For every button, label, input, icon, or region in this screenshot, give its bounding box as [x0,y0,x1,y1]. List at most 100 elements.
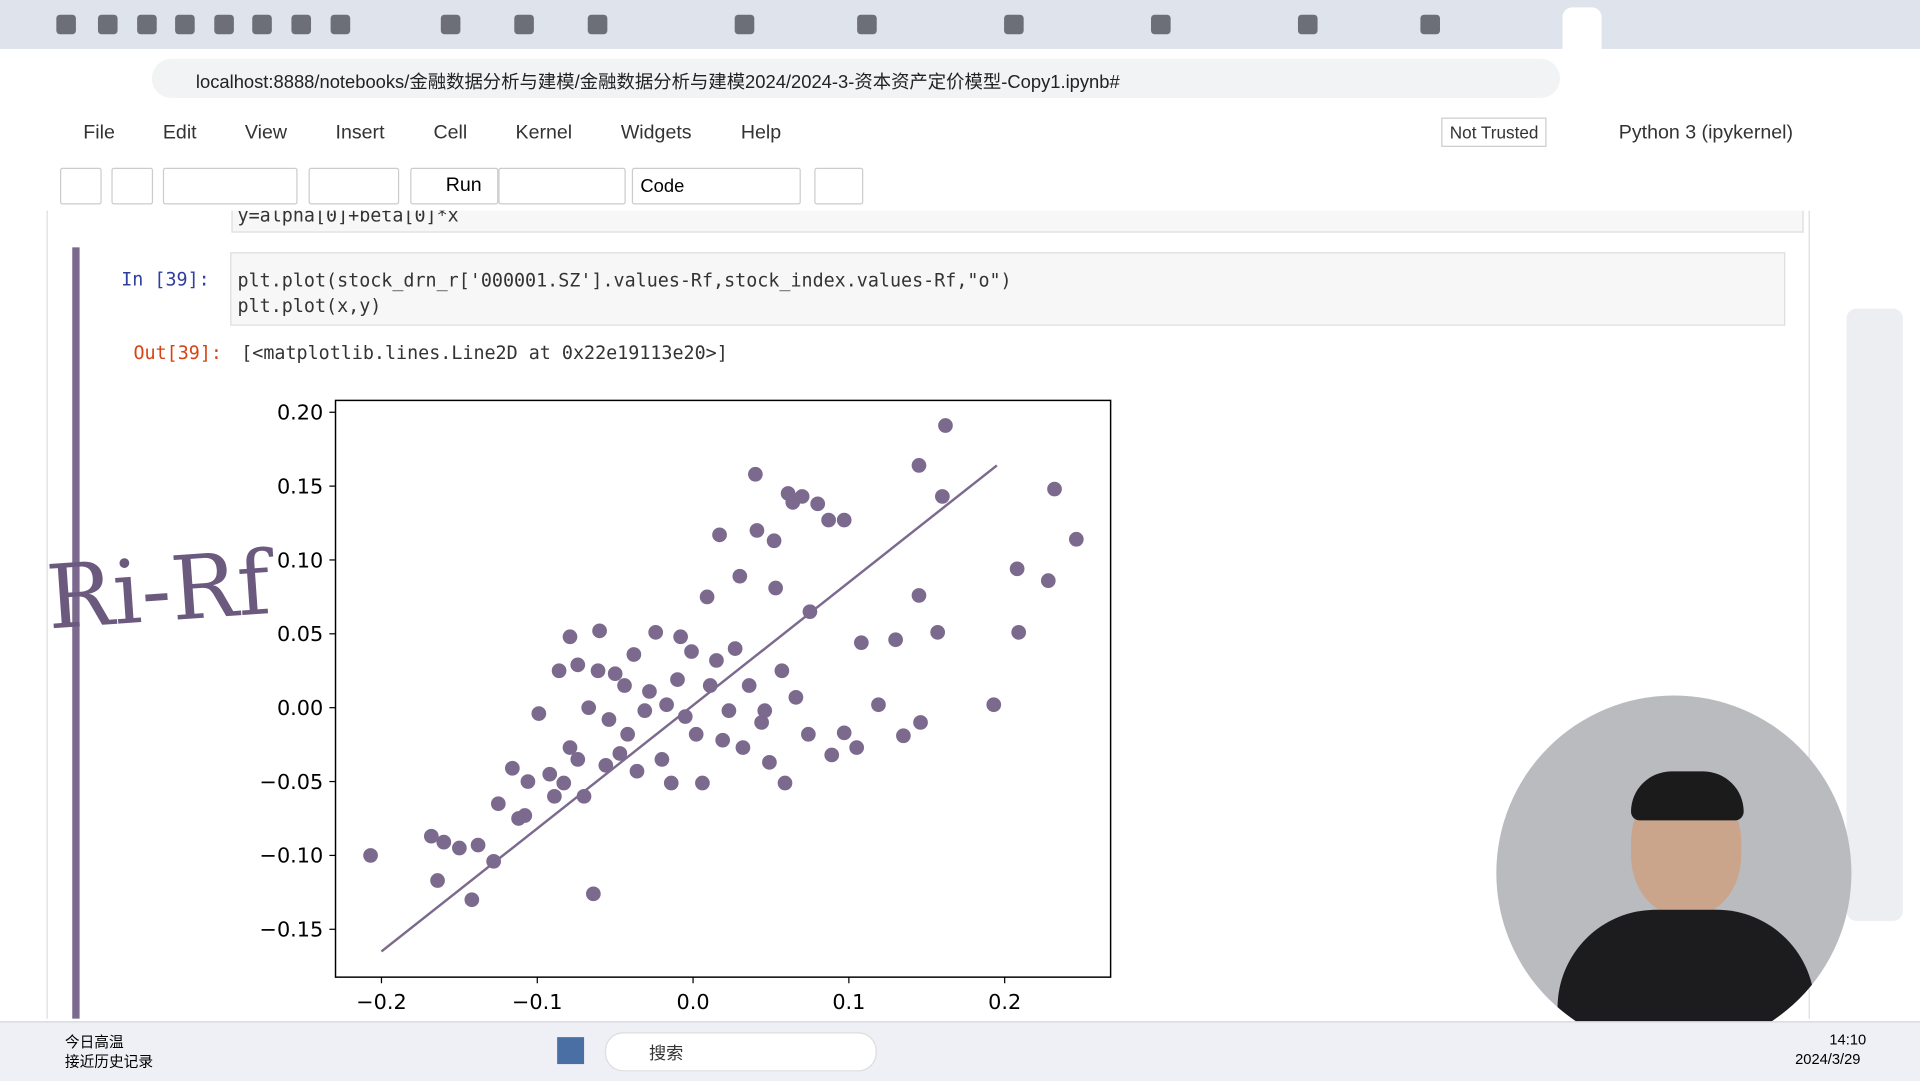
hair [1631,771,1744,821]
x-tick-label: −0.1 [512,990,563,1014]
output-text: [<matplotlib.lines.Line2D at 0x22e19113e… [241,341,728,364]
scatter-point [871,697,886,713]
scatter-point [749,523,765,538]
trust-indicator[interactable]: Not Trusted [1441,117,1547,147]
tab[interactable] [440,14,461,35]
tab[interactable] [175,14,195,35]
tab[interactable] [1420,14,1440,35]
tab[interactable] [56,14,76,35]
scatter-point [836,512,852,528]
scatter-point [709,653,724,668]
scatter-point [735,740,751,755]
search-box[interactable] [604,1032,877,1072]
tab[interactable] [252,14,272,35]
prompt-in: In [39]: [121,268,210,291]
weather-sub[interactable]: 接近历史记录 [64,1053,154,1071]
tab[interactable] [587,14,608,35]
tab[interactable] [1151,14,1171,35]
pen-toolbar[interactable] [1846,308,1903,921]
code-line: y=alpha[0]+beta[0]*x [237,210,459,227]
tab[interactable] [291,14,312,35]
scatter-point [935,489,950,504]
tab[interactable] [1004,14,1024,35]
menu-item[interactable]: Edit [162,122,197,144]
scatter-point [590,663,606,679]
plot-frame [334,399,1112,978]
scatter-point [911,588,927,603]
save-button[interactable] [60,167,102,205]
menu-item[interactable]: Help [740,122,782,144]
prompt-out: Out[39]: [133,341,222,364]
scatter-point [766,533,782,549]
y-tick-label: 0.05 [277,622,323,646]
fit-line [380,464,998,953]
code-cell[interactable]: plt.plot(stock_drn_r['000001.SZ'].values… [230,252,1786,326]
scatter-point [938,418,953,433]
url-box[interactable] [151,58,1561,98]
clock-time[interactable]: 14:10 [1829,1031,1867,1049]
scatter-point [836,725,852,741]
kernel-buttons[interactable] [498,167,626,205]
tab-strip [0,0,1920,49]
menu-item[interactable]: View [244,122,288,144]
scatter-point [556,775,572,791]
menu-item[interactable]: Kernel [515,122,573,144]
scatter-point [592,623,607,639]
start-button[interactable] [557,1037,585,1065]
scatter-point [896,728,911,744]
url[interactable]: localhost:8888/notebooks/金融数据分析与建模/金融数据分… [195,72,1120,94]
run-button[interactable]: Run [410,167,499,205]
scatter-point [911,458,927,473]
code-cell-prev[interactable]: y=alpha[0]+beta[0]*x [231,210,1804,233]
address-bar [0,48,1920,108]
menu-item[interactable]: Insert [335,122,385,144]
scatter-point [986,697,1002,713]
cell-selection-bar [72,247,80,1019]
search-text: 搜索 [648,1043,684,1063]
scatter-point [788,689,804,705]
add-cell-button[interactable] [111,167,154,205]
scatter-point [581,700,597,716]
scatter-point [1011,624,1027,640]
y-tick-label: −0.05 [260,770,324,794]
scatter-point [423,828,439,844]
menu-item[interactable]: Widgets [620,122,692,144]
scatter-point [576,788,592,804]
kernel-name[interactable]: Python 3 (ipykernel) [1618,122,1794,144]
scatter-point [777,775,793,791]
tab[interactable] [330,14,351,35]
y-tick-label: 0.00 [277,696,323,720]
menu-item[interactable]: Cell [433,122,468,144]
edit-buttons[interactable] [162,167,298,205]
move-buttons[interactable] [308,167,400,205]
scatter-point [732,568,748,584]
scatter-point [607,666,623,682]
active-tab[interactable] [1562,7,1602,49]
tab[interactable] [214,14,234,35]
tab[interactable] [1297,14,1318,35]
code-line: plt.plot(x,y) [237,295,382,318]
weather-title[interactable]: 今日高温 [64,1033,124,1051]
scatter-point [748,466,763,482]
keyboard-button[interactable] [814,167,864,205]
tab[interactable] [137,14,157,35]
scatter-point [470,837,486,853]
scatter-point [586,886,601,902]
chart: −0.2 −0.1 0.0 0.1 0.2 −0.15 −0.10 −0.05 0.00 0.05… [260,399,1112,1014]
tab[interactable] [734,14,755,35]
clock-date[interactable]: 2024/3/29 [1795,1050,1861,1068]
tab[interactable] [857,14,877,35]
scatter-point [551,663,567,679]
y-tick-label: 0.10 [277,548,323,572]
scatter-point [762,754,777,770]
tab[interactable] [97,14,118,35]
tab[interactable] [514,14,534,35]
scatter-point [695,775,710,791]
scatter-point [824,747,840,763]
scatter-point [642,684,657,699]
scatter-point [531,706,547,721]
cell-type-select[interactable]: Code [631,167,801,205]
scatter-point [520,774,536,789]
menu-item[interactable]: File [83,122,115,144]
